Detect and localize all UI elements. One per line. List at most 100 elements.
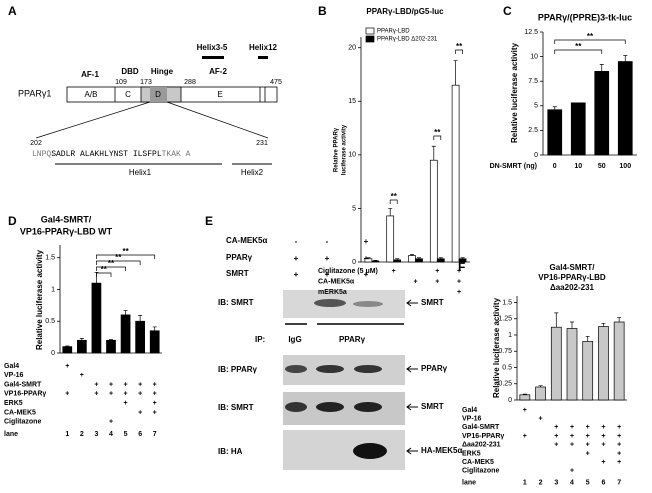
chart-title: PPARγ-LBD/pG5-luc (366, 7, 444, 16)
bar (570, 102, 586, 156)
legend-label: PPARγ-LBD (377, 29, 410, 35)
bar (535, 386, 546, 401)
legend-swatch (365, 27, 375, 35)
x-tick-label: 1 (65, 431, 69, 438)
bar (566, 328, 578, 401)
x-axis-label: lane (462, 479, 476, 486)
condition-mark: + (294, 270, 299, 279)
condition-mark: + (586, 442, 590, 449)
panel-label: D (8, 214, 17, 228)
condition-label: mERK5a (318, 289, 347, 296)
chart-title: Δaa202-231 (550, 283, 595, 292)
condition-mark: - (295, 237, 298, 246)
x-tick-label: 7 (153, 431, 157, 438)
x-tick-label: 3 (554, 479, 558, 486)
condition-mark: + (109, 419, 113, 426)
chart-title: Gal4-SMRT/ (41, 214, 92, 224)
y-tick-label: 1.25 (498, 316, 512, 323)
panel-label: B (318, 4, 327, 18)
error-bar (138, 315, 143, 322)
x-tick-label: 0 (553, 163, 557, 170)
blot-band (316, 402, 344, 412)
condition-label: VP-16 (462, 416, 482, 423)
x-axis-label: lane (4, 431, 18, 438)
bar (91, 282, 102, 354)
bar (582, 341, 594, 401)
y-tick-label: 1 (508, 332, 512, 339)
arrow (406, 299, 418, 307)
significance-label: ** (434, 128, 441, 137)
error-bar (438, 257, 443, 259)
blot-label: IB: SMRT (218, 403, 254, 412)
condition-mark: + (586, 424, 590, 431)
y-tick-label: 5 (534, 103, 538, 110)
blot-band (354, 365, 382, 373)
condition-label: Gal4 (4, 363, 19, 370)
y-tick-label: 7.5 (528, 78, 538, 85)
x-tick-label: 100 (619, 163, 631, 170)
significance-label: ** (575, 42, 582, 51)
y-tick-label: 15 (348, 98, 356, 105)
significance-bracket (96, 260, 141, 265)
panel-label: E (205, 214, 213, 228)
y-tick-label: 10 (348, 152, 356, 159)
blot-band (316, 365, 344, 373)
error-bar (554, 312, 559, 328)
condition-mark: + (601, 459, 605, 466)
significance-label: ** (122, 247, 129, 256)
y-tick-label: 0.5 (45, 318, 55, 325)
condition-mark: + (138, 391, 142, 398)
helix-bar (258, 56, 268, 59)
bar (386, 215, 395, 263)
y-axis-label: luciferase activity (342, 124, 348, 175)
significance-label: ** (391, 192, 398, 201)
bar (429, 159, 438, 263)
condition-label: ERK5 (4, 400, 23, 407)
chart-title: VP16-PPARγ-LBD (538, 273, 606, 282)
position: 475 (270, 79, 282, 86)
sequence-part: TKAK A (162, 150, 191, 159)
error-bar (366, 257, 371, 259)
error-bar (395, 258, 400, 260)
condition-mark: + (554, 424, 558, 431)
x-tick-label: 5 (586, 479, 590, 486)
zoom-region (150, 87, 167, 102)
band-label: SMRT (421, 402, 444, 411)
error-bar (431, 145, 436, 161)
significance-bracket (389, 199, 398, 204)
y-tick-label: 0 (534, 152, 538, 159)
bar (550, 326, 562, 401)
condition-mark: + (570, 442, 574, 449)
chart-title: PPARγ/(PPRE)3-tk-luc (538, 12, 632, 22)
domain-label: DBD (121, 67, 139, 76)
condition-mark: + (65, 363, 69, 370)
bar (598, 326, 609, 401)
condition-mark: + (94, 391, 98, 398)
y-tick-label: 10 (530, 53, 538, 60)
error-bar (570, 321, 574, 329)
y-axis-label: Relative luciferase activity (35, 249, 44, 350)
helix-bar (202, 56, 224, 59)
condition-mark: + (523, 407, 527, 414)
position: 202 (30, 140, 42, 147)
y-tick-label: 2.5 (528, 127, 538, 134)
condition-label: CA-MEK5 (4, 409, 36, 416)
x-tick-label: 6 (138, 431, 142, 438)
condition-mark: + (138, 409, 142, 416)
domain-label: AF-2 (209, 67, 227, 76)
condition-label: ERK5 (462, 450, 481, 457)
y-tick-label: 0 (508, 397, 512, 404)
condition-label: Ciglitazone (462, 468, 499, 475)
condition-label: Δaa202-231 (462, 442, 501, 449)
error-bar (388, 208, 393, 216)
zoom-line (35, 101, 151, 139)
condition-mark: + (153, 391, 157, 398)
protein-name: PPARγ1 (18, 88, 51, 98)
position: 288 (184, 79, 196, 86)
condition-mark: + (601, 433, 605, 440)
condition-mark: + (554, 442, 558, 449)
condition-mark: + (617, 433, 621, 440)
condition-label: CA-MEK5α (226, 236, 267, 245)
bar (106, 339, 116, 354)
significance-bracket (554, 39, 626, 44)
